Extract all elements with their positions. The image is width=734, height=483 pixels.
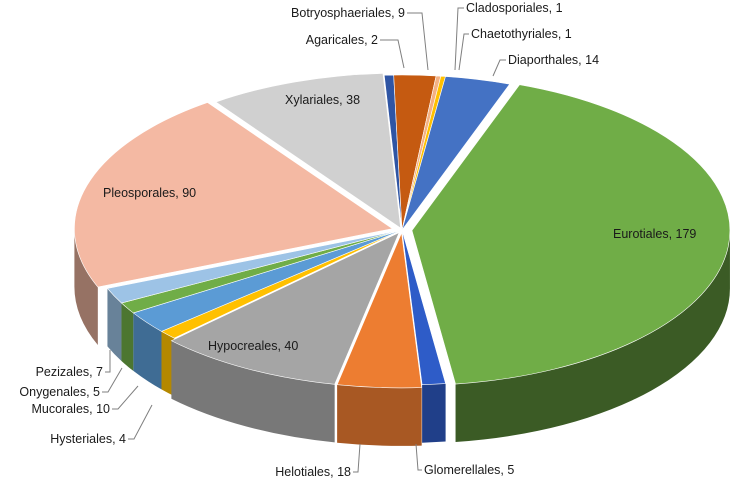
slice-side-pezizales <box>107 288 122 361</box>
data-label-mucorales: Mucorales, 10 <box>31 402 110 416</box>
data-label-onygenales: Onygenales, 5 <box>19 385 100 399</box>
slice-side-onygenales <box>121 302 134 371</box>
data-label-agaricales: Agaricales, 2 <box>306 33 378 47</box>
data-label-helotiales: Helotiales, 18 <box>275 465 351 479</box>
slice-eurotiales <box>411 84 731 385</box>
data-label-diaporthales: Diaporthales, 14 <box>508 53 599 67</box>
slice-side-pleosporales <box>74 228 98 346</box>
pie-sides <box>74 228 730 446</box>
leader-line-diaporthales <box>492 59 506 77</box>
data-label-hypocreales: Hypocreales, 40 <box>208 339 298 353</box>
leader-line-mucorales <box>112 385 139 410</box>
leader-line-botryosphaeriales <box>407 12 429 71</box>
leader-line-agaricales <box>380 39 405 69</box>
leader-line-hysteriales <box>128 404 153 440</box>
data-label-glomerellales: Glomerellales, 5 <box>424 463 514 477</box>
slice-pleosporales <box>74 102 394 288</box>
leader-line-pezizales <box>105 350 111 373</box>
slice-hypocreales <box>170 231 400 385</box>
data-labels: Agaricales, 2 Botryosphaeriales, 9 Cladosp… <box>19 1 696 479</box>
leader-lines <box>102 7 506 473</box>
data-label-hysteriales: Hysteriales, 4 <box>50 432 126 446</box>
slice-side-glomerellales <box>422 383 446 443</box>
pie-slices <box>74 73 731 389</box>
data-label-chaetothyriales: Chaetothyriales, 1 <box>471 27 572 41</box>
data-label-pezizales: Pezizales, 7 <box>36 365 103 379</box>
slice-helotiales <box>336 231 423 389</box>
slice-side-hypocreales <box>171 340 335 443</box>
leader-line-cladosporiales <box>454 7 464 71</box>
leader-line-glomerellales <box>415 443 422 471</box>
slice-pezizales <box>106 229 403 304</box>
slice-xylariales <box>215 73 402 229</box>
slice-diaporthales <box>401 76 511 231</box>
data-label-cladosporiales: Cladosporiales, 1 <box>466 1 563 15</box>
data-label-xylariales: Xylariales, 38 <box>285 93 360 107</box>
slice-glomerellales <box>401 229 446 385</box>
leader-line-chaetothyriales <box>458 33 469 71</box>
leader-line-onygenales <box>102 367 123 393</box>
data-label-botryosphaeriales: Botryosphaeriales, 9 <box>291 6 405 20</box>
slice-side-helotiales <box>337 384 422 446</box>
leader-line-helotiales <box>353 443 361 473</box>
data-label-eurotiales: Eurotiales, 179 <box>613 227 696 241</box>
slice-side-hysteriales <box>161 331 175 397</box>
slice-side-eurotiales <box>455 230 730 443</box>
data-label-pleosporales: Pleosporales, 90 <box>103 186 196 200</box>
slice-side-mucorales <box>133 312 162 390</box>
